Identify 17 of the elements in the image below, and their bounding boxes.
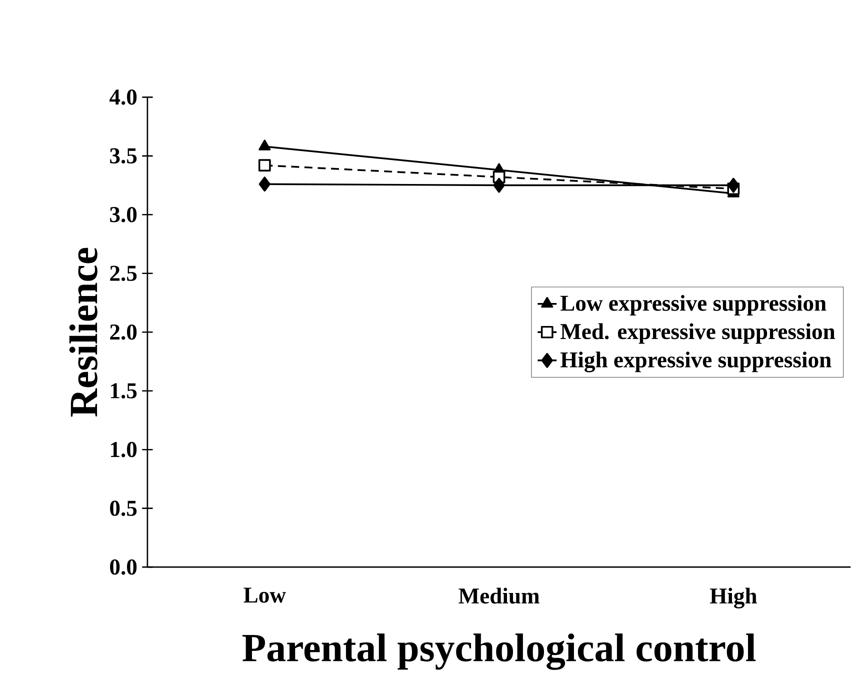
x-tick-label: High [710,588,757,608]
y-tick-label: 2.0 [110,324,137,340]
y-tick-label: 4.0 [110,90,137,105]
legend-label: Med. expressive suppression [560,323,836,344]
x-axis-title: Parental psychological control [242,634,756,670]
y-tick-label: 3.0 [110,207,137,222]
y-tick-label: 0.5 [110,500,137,516]
y-tick-label: 2.5 [110,266,137,282]
x-tick-label: Low [244,588,286,603]
y-tick-label: 1.0 [111,442,137,458]
y-tick-label: 3.5 [110,148,137,164]
legend-label: High expressive suppression [560,352,832,372]
x-tick-label: Medium [458,588,540,604]
y-tick-label: 1.5 [111,383,137,399]
y-tick-label: 0.0 [110,559,137,575]
y-axis-title: Resilience [69,248,98,417]
legend-label: Low expressive suppression [560,295,826,316]
